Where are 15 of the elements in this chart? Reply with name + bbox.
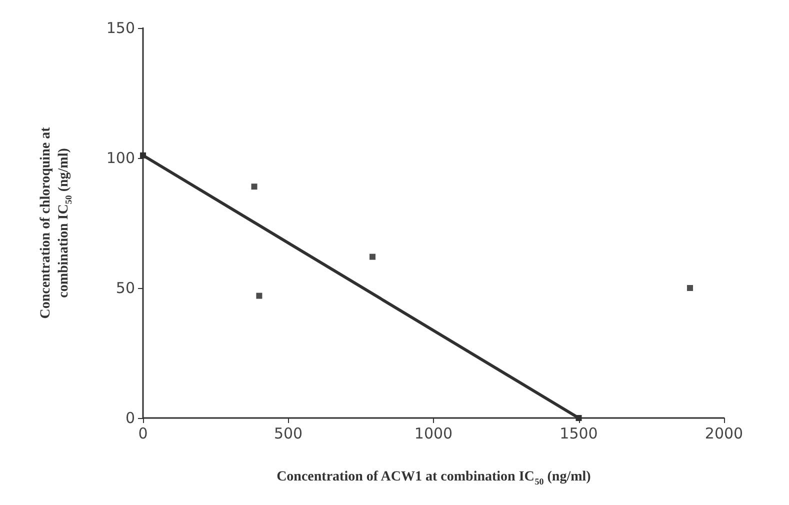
- x-tick-label: 1000: [414, 424, 453, 442]
- point: [369, 254, 376, 260]
- point: [140, 152, 146, 158]
- y-tick-label: 50: [116, 279, 135, 297]
- point: [576, 415, 582, 421]
- y-tick-label: 0: [125, 409, 135, 427]
- y-tick-label: 100: [106, 149, 135, 167]
- x-tick-label: 2000: [704, 424, 744, 442]
- point: [687, 285, 694, 291]
- point: [256, 292, 262, 299]
- x-tick-label: 0: [138, 424, 148, 442]
- x-tick-label: 500: [274, 424, 303, 442]
- point: [251, 184, 258, 190]
- x-tick-label: 1500: [560, 424, 598, 442]
- y-tick-label: 150: [106, 19, 135, 37]
